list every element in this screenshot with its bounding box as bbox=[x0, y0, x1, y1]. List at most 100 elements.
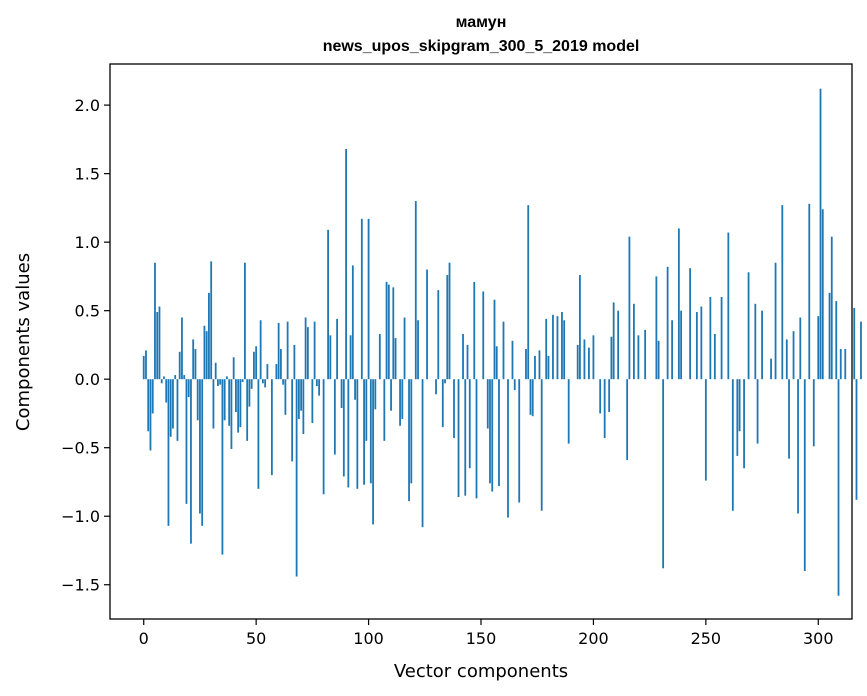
bar-component-7 bbox=[158, 306, 161, 380]
bar-component-93 bbox=[351, 265, 354, 380]
bar-component-264 bbox=[736, 379, 739, 456]
bar-component-80 bbox=[322, 379, 325, 495]
bar-component-53 bbox=[262, 379, 264, 384]
bar-component-19 bbox=[185, 379, 188, 504]
bar-component-157 bbox=[495, 346, 498, 380]
bar-component-27 bbox=[203, 325, 206, 380]
bar-component-40 bbox=[232, 357, 235, 380]
bar-component-26 bbox=[201, 379, 204, 526]
y-tick-label: 0.0 bbox=[75, 370, 100, 389]
x-axis-label: Vector components bbox=[394, 661, 568, 682]
bar-component-71 bbox=[302, 379, 305, 434]
bar-component-292 bbox=[799, 317, 802, 380]
bar-component-207 bbox=[608, 379, 611, 413]
bar-component-20 bbox=[187, 379, 190, 397]
bar-component-47 bbox=[248, 379, 251, 407]
chart-subtitle: news_upos_skipgram_300_5_2019 model bbox=[323, 38, 640, 55]
y-tick-label: 1.5 bbox=[75, 165, 100, 184]
bar-component-316 bbox=[853, 307, 856, 380]
bar-component-306 bbox=[830, 236, 833, 380]
bar-component-34 bbox=[219, 379, 222, 385]
bar-component-140 bbox=[457, 379, 460, 498]
bar-component-6 bbox=[156, 312, 159, 380]
bar-component-59 bbox=[275, 364, 278, 380]
bar-component-124 bbox=[421, 379, 424, 528]
y-tick-label: 1.0 bbox=[75, 233, 100, 252]
bar-component-39 bbox=[230, 379, 233, 450]
bar-component-10 bbox=[165, 379, 168, 403]
bar-component-135 bbox=[446, 275, 449, 380]
bar-component-29 bbox=[208, 292, 210, 380]
bar-component-262 bbox=[731, 379, 734, 511]
bar-component-252 bbox=[709, 296, 712, 380]
bar-component-164 bbox=[511, 340, 514, 380]
bar-component-85 bbox=[333, 379, 336, 455]
bar-component-111 bbox=[392, 287, 395, 380]
bar-component-284 bbox=[781, 205, 784, 380]
bar-component-22 bbox=[192, 339, 195, 380]
chart-title: мамун bbox=[456, 14, 507, 31]
bar-component-200 bbox=[592, 335, 595, 380]
bar-component-233 bbox=[666, 266, 669, 380]
bar-component-17 bbox=[181, 317, 183, 380]
bar-component-116 bbox=[403, 317, 406, 380]
bar-component-162 bbox=[507, 379, 509, 518]
bar-component-239 bbox=[680, 310, 683, 380]
y-tick-label: 0.5 bbox=[75, 302, 100, 321]
bar-component-136 bbox=[448, 262, 451, 380]
bar-component-41 bbox=[235, 379, 237, 413]
bar-component-98 bbox=[363, 379, 365, 485]
bar-component-25 bbox=[199, 379, 201, 514]
bar-component-218 bbox=[633, 303, 635, 380]
bar-component-243 bbox=[689, 268, 692, 380]
bar-component-2 bbox=[147, 379, 150, 432]
bar-component-238 bbox=[677, 228, 680, 380]
bar-component-208 bbox=[610, 336, 613, 380]
bar-component-119 bbox=[410, 379, 413, 484]
bar-component-317 bbox=[855, 379, 858, 500]
bar-component-246 bbox=[695, 312, 698, 380]
bar-component-231 bbox=[662, 379, 665, 569]
bar-component-16 bbox=[178, 351, 181, 380]
bar-component-267 bbox=[743, 379, 745, 469]
bar-component-269 bbox=[747, 272, 750, 380]
bar-component-182 bbox=[552, 314, 554, 380]
bar-component-254 bbox=[713, 333, 716, 380]
bar-component-57 bbox=[270, 379, 273, 476]
bar-component-75 bbox=[311, 379, 314, 424]
bar-component-289 bbox=[792, 331, 795, 380]
bar-component-49 bbox=[253, 351, 255, 380]
bar-component-184 bbox=[556, 316, 559, 380]
x-axis-ticks: 0 50 100 150 200 250 300 bbox=[139, 619, 834, 648]
bar-component-66 bbox=[291, 379, 294, 462]
bar-component-144 bbox=[466, 344, 469, 380]
bar-component-14 bbox=[174, 375, 177, 380]
bar-component-228 bbox=[655, 276, 658, 380]
bar-component-179 bbox=[545, 318, 548, 380]
bar-component-102 bbox=[372, 379, 374, 525]
bar-component-174 bbox=[534, 355, 536, 380]
bar-component-118 bbox=[408, 379, 410, 502]
bar-component-114 bbox=[399, 379, 401, 426]
bar-component-4 bbox=[151, 379, 154, 414]
bar-component-30 bbox=[210, 261, 213, 380]
bar-component-18 bbox=[183, 375, 186, 380]
bar-component-203 bbox=[599, 379, 602, 414]
bar-component-23 bbox=[194, 349, 197, 380]
bar-component-0 bbox=[142, 355, 145, 380]
bar-component-48 bbox=[250, 379, 253, 389]
bar-component-265 bbox=[738, 379, 741, 432]
bar-component-130 bbox=[435, 379, 437, 395]
bar-component-305 bbox=[828, 292, 831, 380]
bar-component-194 bbox=[579, 275, 581, 380]
bar-component-46 bbox=[246, 379, 249, 441]
bar-component-279 bbox=[770, 358, 772, 380]
bar-component-42 bbox=[237, 379, 240, 433]
bar-component-97 bbox=[360, 218, 363, 380]
bar-component-101 bbox=[369, 379, 372, 484]
bar-component-90 bbox=[345, 148, 347, 380]
bar-component-94 bbox=[354, 379, 356, 400]
bar-component-109 bbox=[387, 284, 390, 380]
bar-component-95 bbox=[356, 379, 359, 489]
bar-component-60 bbox=[277, 323, 280, 380]
